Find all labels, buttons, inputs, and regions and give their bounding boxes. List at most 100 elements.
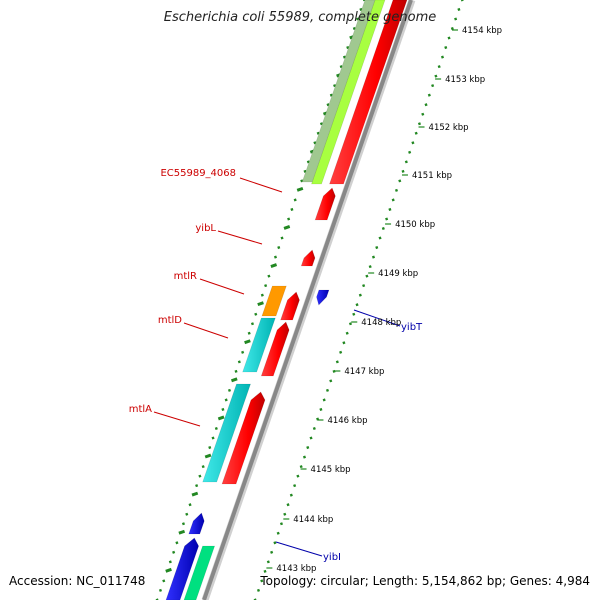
inner-tick [421, 112, 425, 116]
inner-tick [414, 131, 418, 135]
inner-tick [434, 74, 438, 78]
inner-tick [263, 569, 267, 573]
inner-tick [362, 284, 366, 288]
inner-tick [398, 179, 402, 183]
outer-tick [211, 436, 215, 440]
outer-tick [172, 550, 176, 554]
outer-tick [224, 398, 228, 402]
forward-gene-bar [329, 0, 408, 185]
outer-tick [204, 453, 212, 459]
inner-tick [309, 436, 313, 440]
inner-tick [286, 503, 290, 507]
inner-tick [256, 588, 261, 592]
label-leader [353, 309, 401, 327]
inner-tick [289, 493, 293, 497]
inner-tick [444, 46, 448, 50]
outer-tick [201, 465, 205, 469]
scale-label: 4147 kbp [344, 367, 384, 377]
inner-tick [378, 236, 382, 240]
inner-tick [408, 150, 412, 154]
gene-label: yibL [195, 223, 216, 234]
inner-tick [260, 579, 264, 583]
inner-tick [270, 550, 274, 554]
outer-tick [270, 263, 278, 268]
outer-tick [237, 360, 241, 364]
inner-tick [440, 55, 445, 59]
inner-tick [335, 360, 339, 364]
inner-tick [417, 122, 422, 126]
reverse-gene-bar [165, 537, 199, 600]
forward-gene-bar [260, 321, 290, 377]
reverse-gene-bar [188, 512, 205, 535]
inner-tick [401, 169, 405, 173]
inner-tick [427, 93, 431, 97]
inner-tick [450, 26, 454, 31]
gene-label: mtlD [158, 315, 182, 326]
scale-labels: 4154 kbp 4153 kbp 4152 kbp 4151 kbp 4150 kbp… [266, 26, 502, 574]
outer-tick [227, 388, 232, 392]
inner-tick [424, 103, 428, 107]
cog-bar [242, 317, 276, 373]
inner-tick [454, 17, 458, 21]
inner-tick [381, 226, 385, 231]
outer-tick [191, 491, 199, 497]
outer-tick [181, 522, 186, 526]
inner-tick [404, 160, 408, 164]
label-leader [153, 411, 201, 427]
inner-tick [339, 350, 343, 354]
outer-tick [221, 407, 225, 411]
outer-tick [267, 274, 271, 278]
label-leader [217, 230, 263, 245]
feature-track [165, 0, 408, 600]
outer-tick [247, 331, 251, 335]
outer-tick [244, 339, 251, 345]
outer-tick [208, 446, 212, 450]
gene-label: EC55989_4068 [160, 168, 236, 179]
inner-tick [345, 331, 349, 335]
gene-labels: EC55989_4068 yibL mtlR mtlD mtlA yibT yibI [129, 168, 423, 563]
cog-bar [183, 545, 216, 600]
outer-tick [264, 284, 268, 288]
inner-tick [283, 512, 287, 516]
inner-tick [299, 465, 303, 469]
scale-label: 4148 kbp [361, 318, 401, 328]
outer-tick [230, 377, 238, 383]
outer-tick [185, 512, 189, 516]
forward-gene-bar [221, 391, 266, 485]
scale-label: 4143 kbp [276, 564, 316, 574]
genome-summary: Topology: circular; Length: 5,154,862 bp… [260, 574, 590, 588]
inner-tick [342, 341, 346, 345]
scale-label: 4153 kbp [445, 75, 485, 85]
scale-label: 4154 kbp [462, 26, 502, 36]
scale-label: 4151 kbp [412, 171, 452, 181]
inner-tick [391, 198, 395, 202]
outer-tick [277, 246, 281, 250]
outer-tick [362, 0, 370, 2]
gene-label: yibT [401, 322, 423, 333]
inner-tick [457, 7, 461, 11]
inner-tick [319, 407, 323, 411]
inner-tick [322, 398, 326, 402]
inner-tick [266, 560, 270, 564]
outer-tick [250, 322, 255, 326]
outer-tick [188, 503, 192, 507]
outer-tick [178, 529, 186, 535]
inner-tick [352, 312, 356, 316]
outer-tick [234, 369, 238, 373]
gene-label: mtlA [129, 404, 152, 415]
outer-tick [296, 186, 304, 192]
forward-gene-bar [314, 187, 336, 221]
outer-tick [162, 579, 166, 583]
inner-tick-ring [253, 0, 464, 600]
inner-tick [325, 388, 330, 392]
outer-tick [254, 312, 258, 316]
inner-tick [276, 531, 280, 535]
reverse-gene-bar [316, 289, 330, 306]
outer-tick [290, 207, 294, 211]
outer-tick [175, 541, 179, 545]
inner-tick [273, 541, 277, 545]
cog-bar [261, 285, 287, 317]
scale-label: 4145 kbp [311, 465, 351, 475]
inner-tick [375, 246, 379, 250]
scale-label: 4149 kbp [378, 269, 418, 279]
